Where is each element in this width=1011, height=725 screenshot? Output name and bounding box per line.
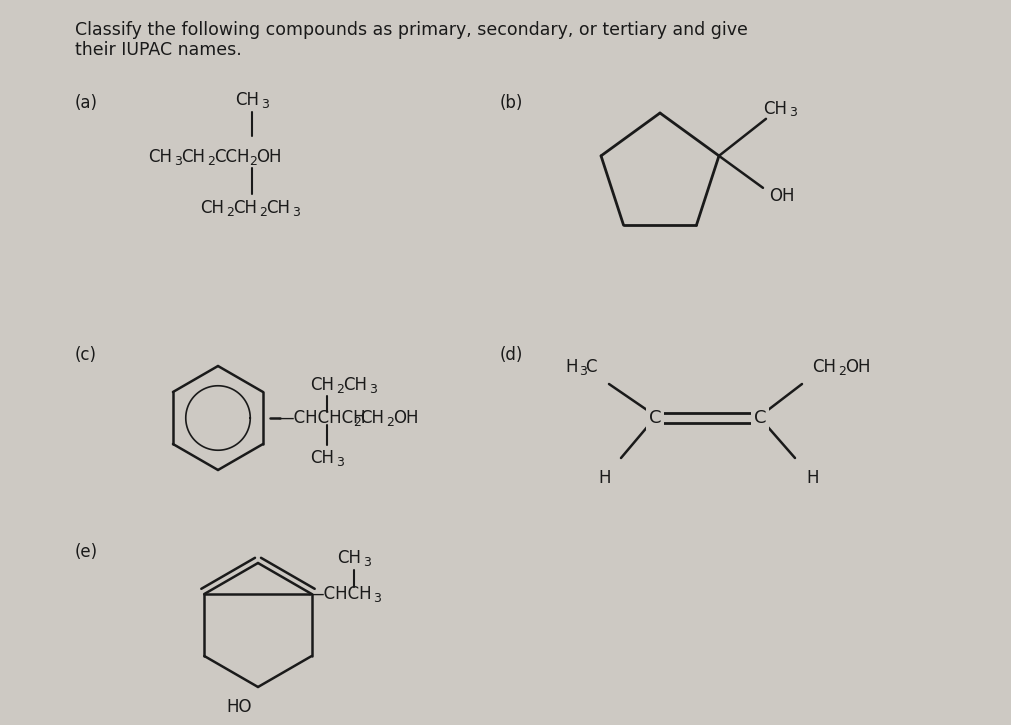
Text: H: H xyxy=(598,469,610,487)
Text: H: H xyxy=(805,469,818,487)
Text: CH: CH xyxy=(343,376,367,394)
Text: CH: CH xyxy=(200,199,223,217)
Text: CH: CH xyxy=(235,91,259,109)
Text: HO: HO xyxy=(225,698,252,716)
Text: 2: 2 xyxy=(336,383,344,396)
Text: CH: CH xyxy=(233,199,257,217)
Text: 3: 3 xyxy=(578,365,586,378)
Text: C: C xyxy=(648,409,660,427)
Text: CH: CH xyxy=(309,376,334,394)
Text: OH: OH xyxy=(256,148,281,166)
Text: 2: 2 xyxy=(837,365,845,378)
Text: 2: 2 xyxy=(353,415,361,428)
Text: CH: CH xyxy=(266,199,290,217)
Text: C: C xyxy=(753,409,765,427)
Text: OH: OH xyxy=(392,409,419,427)
Text: (c): (c) xyxy=(75,346,97,364)
Text: (e): (e) xyxy=(75,543,98,561)
Text: CH: CH xyxy=(811,358,835,376)
Text: 3: 3 xyxy=(336,455,344,468)
Text: CH: CH xyxy=(148,148,172,166)
Text: CH: CH xyxy=(181,148,205,166)
Text: Classify the following compounds as primary, secondary, or tertiary and give: Classify the following compounds as prim… xyxy=(75,21,747,39)
Text: 3: 3 xyxy=(261,97,269,110)
Text: 3: 3 xyxy=(789,107,796,120)
Text: CH: CH xyxy=(309,449,334,467)
Text: C: C xyxy=(584,358,595,376)
Text: CH: CH xyxy=(337,549,361,567)
Text: 3: 3 xyxy=(369,383,376,396)
Text: 2: 2 xyxy=(259,205,267,218)
Text: CH: CH xyxy=(360,409,383,427)
Text: 2: 2 xyxy=(385,415,393,428)
Text: CCH: CCH xyxy=(213,148,250,166)
Text: CH: CH xyxy=(762,100,787,118)
Text: —CHCH: —CHCH xyxy=(306,585,371,603)
Text: their IUPAC names.: their IUPAC names. xyxy=(75,41,242,59)
Text: (b): (b) xyxy=(499,94,523,112)
Text: —CHCHCH: —CHCHCH xyxy=(277,409,365,427)
Text: 3: 3 xyxy=(363,555,370,568)
Text: (a): (a) xyxy=(75,94,98,112)
Text: 2: 2 xyxy=(225,205,234,218)
Text: 2: 2 xyxy=(207,154,214,167)
Text: 3: 3 xyxy=(373,592,380,605)
Text: (d): (d) xyxy=(499,346,523,364)
Text: OH: OH xyxy=(844,358,869,376)
Text: 2: 2 xyxy=(249,154,257,167)
Text: OH: OH xyxy=(768,187,794,205)
Text: H: H xyxy=(564,358,577,376)
Text: 3: 3 xyxy=(292,205,299,218)
Text: 3: 3 xyxy=(174,154,182,167)
